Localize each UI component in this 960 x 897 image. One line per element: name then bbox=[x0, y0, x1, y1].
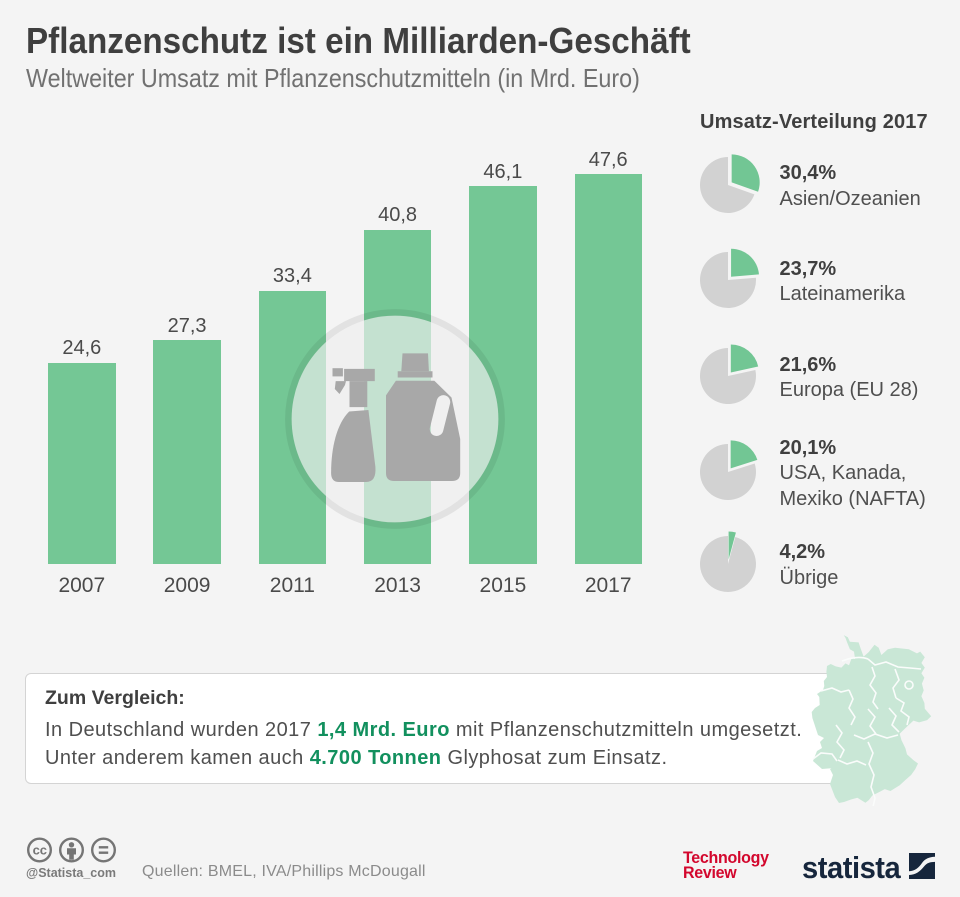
svg-text:cc: cc bbox=[33, 842, 47, 857]
